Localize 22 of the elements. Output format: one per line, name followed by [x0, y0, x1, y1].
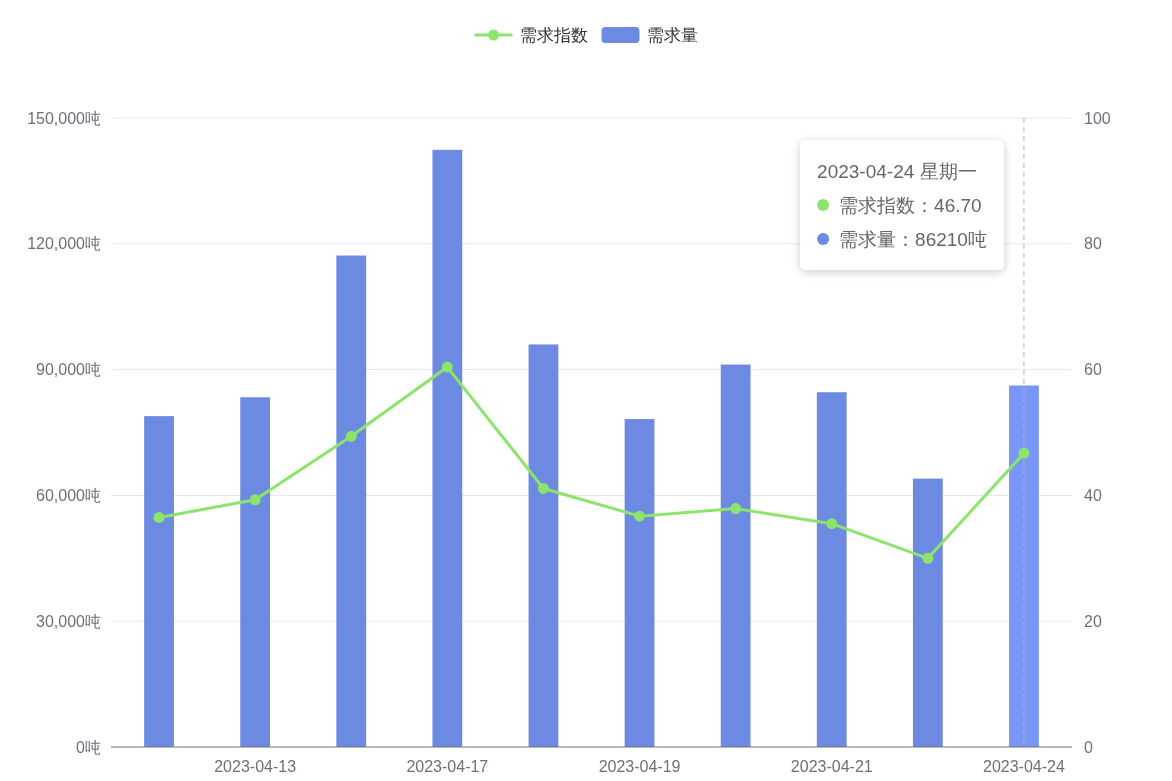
legend-label: 需求指数	[519, 25, 588, 45]
y-tick-label: 90,000吨	[36, 361, 101, 379]
y2-tick-label: 80	[1084, 235, 1102, 253]
y-tick-label: 150,000吨	[27, 109, 101, 127]
tooltip-text: 2023-04-24 星期一	[817, 160, 977, 182]
y2-tick-label: 0	[1084, 738, 1093, 756]
y-tick-label: 120,000吨	[27, 235, 101, 253]
x-tick-label: 2023-04-21	[790, 757, 873, 775]
tooltip-text: 需求量：86210吨	[839, 228, 987, 250]
y2-tick-label: 20	[1084, 612, 1102, 630]
tooltip-text: 需求指数：46.70	[839, 194, 982, 216]
legend-label: 需求量	[646, 25, 698, 45]
x-tick-label: 2023-04-17	[406, 757, 489, 775]
y2-tick-label: 60	[1084, 361, 1102, 379]
x-tick-label: 2023-04-13	[214, 757, 297, 775]
y-tick-label: 0吨	[76, 738, 101, 756]
x-tick-label: 2023-04-24	[983, 757, 1065, 775]
x-tick-label: 2023-04-19	[598, 757, 681, 775]
y2-tick-label: 100	[1084, 109, 1111, 127]
y2-tick-label: 40	[1084, 486, 1102, 504]
y-tick-label: 60,000吨	[36, 486, 101, 504]
y-tick-label: 30,000吨	[36, 612, 101, 630]
